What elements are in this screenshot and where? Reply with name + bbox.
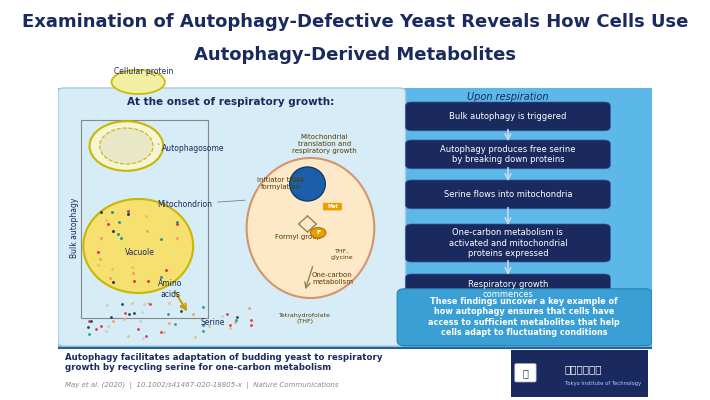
Text: Autophagy facilitates adaptation of budding yeast to respiratory
growth by recyc: Autophagy facilitates adaptation of budd…: [65, 353, 383, 372]
Text: Met: Met: [327, 204, 338, 209]
Circle shape: [99, 128, 153, 164]
FancyBboxPatch shape: [397, 289, 652, 346]
Text: 東京工業大学: 東京工業大学: [564, 364, 602, 374]
Ellipse shape: [246, 158, 374, 298]
Ellipse shape: [83, 199, 193, 293]
Text: May et al. (2020)  |  10.1002/s41467-020-18805-x  |  Nature Communications: May et al. (2020) | 10.1002/s41467-020-1…: [65, 382, 339, 389]
Text: THF,
glycine: THF, glycine: [331, 249, 354, 260]
Text: Initiator tRNA
formylation: Initiator tRNA formylation: [257, 177, 305, 190]
FancyBboxPatch shape: [405, 102, 611, 131]
Text: Upon respiration: Upon respiration: [467, 92, 548, 102]
Circle shape: [89, 121, 163, 171]
Text: One-carbon metabolism is
activated and mitochondrial
proteins expressed: One-carbon metabolism is activated and m…: [449, 228, 567, 258]
Text: Cellular protein: Cellular protein: [114, 67, 174, 76]
FancyBboxPatch shape: [405, 274, 611, 305]
Text: Serine: Serine: [201, 318, 225, 327]
FancyBboxPatch shape: [323, 203, 342, 210]
Text: One-carbon
metabolism: One-carbon metabolism: [312, 272, 353, 285]
Ellipse shape: [290, 167, 325, 201]
Text: Respiratory growth
commences: Respiratory growth commences: [468, 280, 548, 299]
FancyBboxPatch shape: [405, 180, 611, 209]
Ellipse shape: [111, 70, 165, 94]
Text: These findings uncover a key example of
how autophagy ensures that cells have
ac: These findings uncover a key example of …: [428, 297, 620, 337]
Text: Tetrahydrofolate
(THF): Tetrahydrofolate (THF): [278, 313, 330, 324]
Text: Mitochondrial
translation and
respiratory growth: Mitochondrial translation and respirator…: [292, 134, 356, 154]
Text: Serine flows into mitochondria: Serine flows into mitochondria: [444, 190, 572, 199]
Text: Autophagy-Derived Metabolites: Autophagy-Derived Metabolites: [194, 46, 516, 64]
Text: Examination of Autophagy-Defective Yeast Reveals How Cells Use: Examination of Autophagy-Defective Yeast…: [22, 13, 688, 31]
FancyBboxPatch shape: [405, 224, 611, 262]
FancyBboxPatch shape: [58, 0, 652, 88]
Text: Bulk autophagy: Bulk autophagy: [70, 198, 80, 258]
Text: Bulk autophagy is triggered: Bulk autophagy is triggered: [449, 112, 567, 121]
FancyBboxPatch shape: [515, 364, 536, 382]
Text: Mitochondrion: Mitochondrion: [157, 200, 246, 209]
Circle shape: [310, 228, 326, 238]
Text: Autophagy produces free serine
by breaking down proteins: Autophagy produces free serine by breaki…: [440, 145, 576, 164]
Text: ⛪: ⛪: [523, 368, 528, 378]
Text: Amino
acids: Amino acids: [158, 279, 182, 299]
Text: Tokyo Institute of Technology: Tokyo Institute of Technology: [564, 381, 641, 386]
FancyBboxPatch shape: [58, 88, 652, 348]
Text: Vacuole: Vacuole: [124, 248, 155, 257]
Text: Autophagosome: Autophagosome: [158, 144, 224, 153]
Text: At the onset of respiratory growth:: At the onset of respiratory growth:: [126, 97, 334, 107]
FancyBboxPatch shape: [405, 140, 611, 169]
Text: Formyl group: Formyl group: [275, 234, 321, 240]
FancyBboxPatch shape: [58, 348, 652, 400]
FancyBboxPatch shape: [510, 350, 648, 397]
FancyBboxPatch shape: [58, 88, 405, 346]
Text: F: F: [316, 230, 320, 235]
